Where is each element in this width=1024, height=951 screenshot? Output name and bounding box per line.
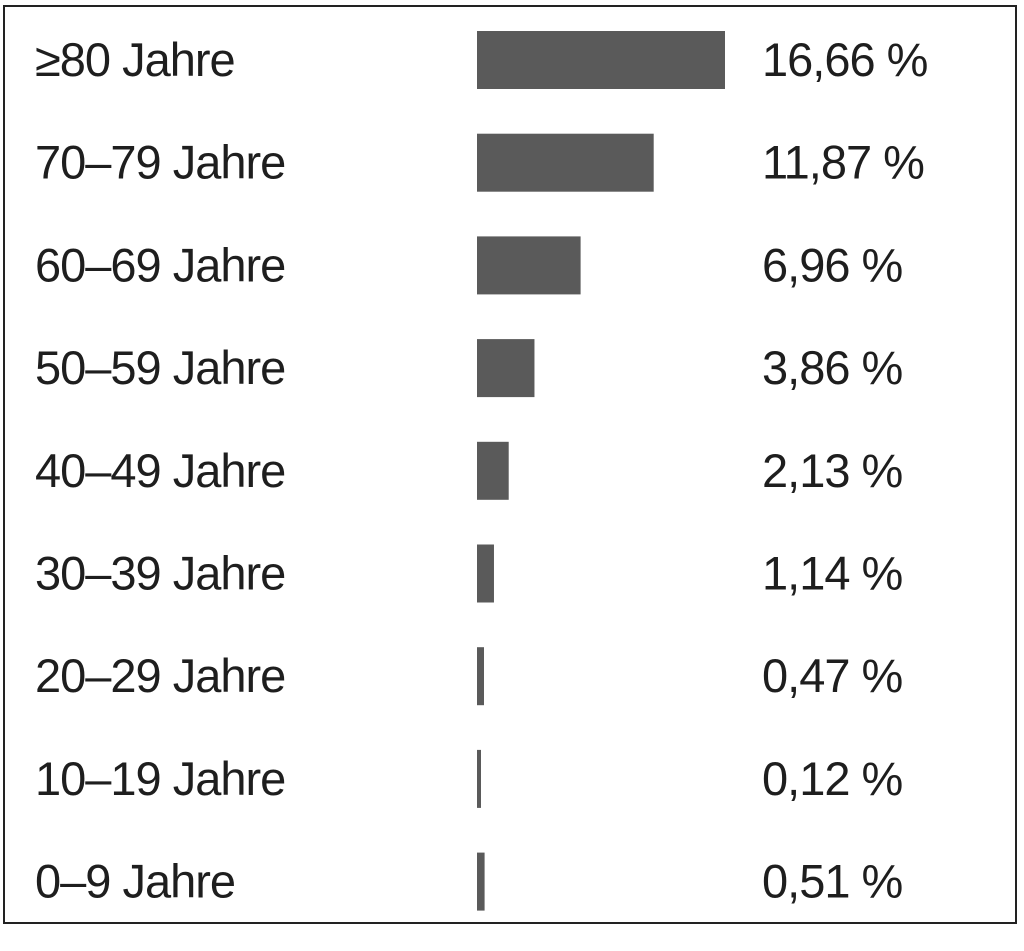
category-label: 60–69 Jahre (35, 238, 285, 291)
category-label: 30–39 Jahre (35, 547, 285, 600)
value-label: 16,66 % (762, 33, 928, 86)
bar (477, 544, 494, 603)
category-label: 70–79 Jahre (35, 136, 285, 189)
value-label: 0,12 % (762, 752, 903, 805)
category-label: 0–9 Jahre (35, 855, 235, 908)
value-label: 1,14 % (762, 547, 903, 600)
bar (477, 339, 535, 398)
category-label: 50–59 Jahre (35, 341, 285, 394)
value-label: 11,87 % (762, 136, 924, 189)
value-label: 2,13 % (762, 444, 903, 497)
category-label: 40–49 Jahre (35, 444, 285, 497)
category-label: ≥80 Jahre (35, 33, 235, 86)
value-label: 0,51 % (762, 855, 903, 908)
value-label: 3,86 % (762, 341, 903, 394)
bar (477, 133, 654, 192)
value-label: 6,96 % (762, 238, 903, 291)
value-label: 0,47 % (762, 649, 903, 702)
category-label: 10–19 Jahre (35, 752, 285, 805)
bar (477, 236, 581, 295)
bar (477, 749, 481, 808)
bar (477, 441, 509, 500)
bar (477, 647, 484, 706)
bar (477, 31, 725, 89)
category-label: 20–29 Jahre (35, 649, 285, 702)
bar (477, 852, 485, 911)
